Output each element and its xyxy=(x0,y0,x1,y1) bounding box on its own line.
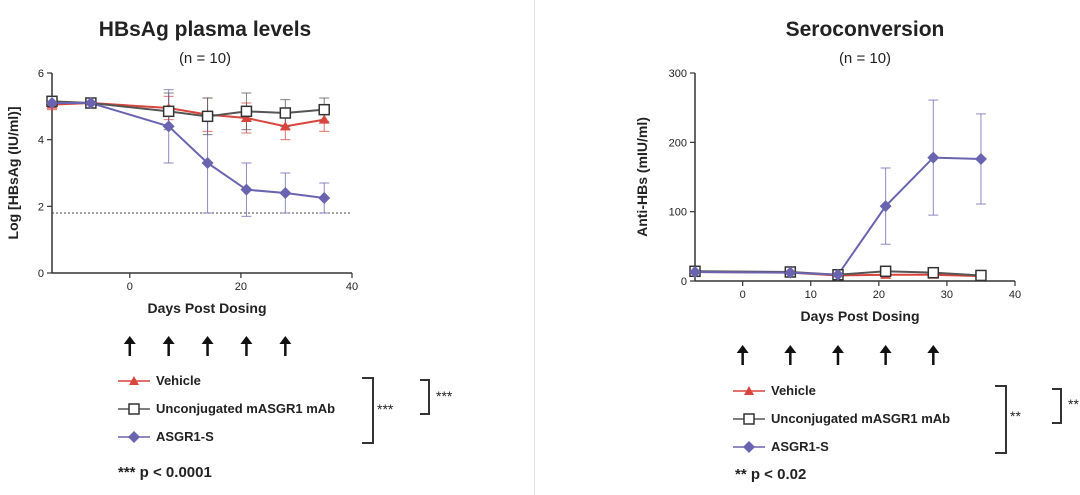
significance-inner: ** xyxy=(1068,396,1079,412)
square-marker-icon xyxy=(733,412,765,425)
legend-label: ASGR1-S xyxy=(771,439,829,454)
dosing-arrow-head-icon xyxy=(879,345,892,353)
data-point xyxy=(279,187,292,199)
data-point xyxy=(784,266,797,279)
dosing-arrow-head-icon xyxy=(831,345,844,353)
chart-title: HBsAg plasma levels xyxy=(98,18,312,41)
hbsag-panel: HBsAg plasma levels (n = 10) 0 2 4 6 0 20 40 Da… xyxy=(0,0,530,495)
series-line xyxy=(694,156,981,276)
x-tick-label: 20 xyxy=(873,289,885,301)
bracket-outer xyxy=(995,385,1007,454)
chart-title: Seroconversion xyxy=(785,18,945,41)
legend-item-vehicle: Vehicle xyxy=(118,373,201,388)
data-point xyxy=(46,97,58,109)
dosing-arrow-head-icon xyxy=(123,336,136,344)
data-point xyxy=(879,200,892,213)
chart-subtitle: (n = 10) xyxy=(838,50,892,67)
x-axis-label: Days Post Dosing xyxy=(147,300,266,316)
data-point xyxy=(240,183,253,196)
data-point xyxy=(162,120,175,133)
seroconversion-chart: 0 100 200 300 0 10 20 30 40 Days Post Dosing Anti-… xyxy=(634,68,1021,365)
data-point xyxy=(974,152,987,165)
y-axis-label: Anti-HBs (mIU/ml) xyxy=(634,117,650,237)
p-value-note: ** p < 0.02 xyxy=(735,466,807,483)
data-point xyxy=(318,192,331,204)
x-tick-label: 30 xyxy=(941,289,953,301)
data-point xyxy=(201,157,214,169)
legend-label: Unconjugated mASGR1 mAb xyxy=(156,401,336,416)
y-tick-label: 0 xyxy=(681,276,687,288)
significance-inner: *** xyxy=(436,388,453,404)
dosing-arrow-head-icon xyxy=(784,345,797,353)
data-point xyxy=(689,265,701,278)
y-tick-label: 6 xyxy=(38,68,44,80)
seroconversion-panel: Seroconversion (n = 10) 0 100 200 300 0 10 20 3… xyxy=(540,0,1080,495)
p-value-note: *** p < 0.0001 xyxy=(118,464,212,481)
data-point xyxy=(975,269,987,282)
hbsag-chart: 0 2 4 6 0 20 40 Days Post Dosing Log [HBsAg (IU/… xyxy=(5,68,358,356)
dosing-arrow-head-icon xyxy=(240,336,253,344)
x-tick-label: 40 xyxy=(1009,289,1021,301)
legend-item-unconjugated: Unconjugated mASGR1 mAb xyxy=(733,411,950,426)
legend-item-asgr1s: ASGR1-S xyxy=(733,439,829,454)
data-point xyxy=(201,110,214,123)
diamond-marker-icon xyxy=(733,440,765,453)
data-point xyxy=(927,266,940,279)
diamond-marker-icon xyxy=(118,430,150,443)
y-tick-label: 100 xyxy=(669,207,687,219)
x-axis-label: Days Post Dosing xyxy=(800,308,919,324)
bracket-inner xyxy=(1052,388,1062,424)
data-point xyxy=(879,265,892,278)
dosing-arrow-head-icon xyxy=(927,345,940,353)
y-tick-label: 300 xyxy=(669,68,687,80)
data-point xyxy=(831,268,844,281)
x-tick-label: 0 xyxy=(740,289,746,301)
x-tick-label: 20 xyxy=(235,281,247,293)
panel-divider xyxy=(534,0,535,495)
triangle-marker-icon xyxy=(733,385,765,395)
legend-label: Vehicle xyxy=(771,383,816,398)
data-point xyxy=(162,105,175,118)
x-tick-label: 0 xyxy=(127,281,133,293)
legend-item-asgr1s: ASGR1-S xyxy=(118,429,214,444)
significance-outer: *** xyxy=(377,401,394,417)
bracket-inner xyxy=(420,379,430,415)
data-point xyxy=(279,121,291,131)
y-tick-label: 4 xyxy=(38,135,44,147)
legend-label: Vehicle xyxy=(156,373,201,388)
legend-label: ASGR1-S xyxy=(156,429,214,444)
y-axis-label: Log [HBsAg (IU/ml)] xyxy=(5,107,21,240)
x-tick-label: 40 xyxy=(346,281,358,293)
y-tick-label: 2 xyxy=(38,201,44,213)
dosing-arrow-head-icon xyxy=(201,336,214,344)
data-point xyxy=(240,113,252,122)
chart-subtitle: (n = 10) xyxy=(178,50,232,67)
data-point xyxy=(279,107,292,119)
bracket-outer xyxy=(362,377,374,444)
y-tick-label: 0 xyxy=(38,268,44,280)
dosing-arrow-head-icon xyxy=(162,336,175,344)
data-point xyxy=(240,105,253,118)
legend-item-unconjugated: Unconjugated mASGR1 mAb xyxy=(118,401,335,416)
dosing-arrow-head-icon xyxy=(736,345,749,353)
dosing-arrow-head-icon xyxy=(279,336,292,344)
data-point xyxy=(318,114,330,124)
data-point xyxy=(84,97,97,109)
square-marker-icon xyxy=(118,402,150,415)
legend-item-vehicle: Vehicle xyxy=(733,383,816,398)
data-point xyxy=(927,151,940,164)
data-point xyxy=(318,103,330,116)
legend-label: Unconjugated mASGR1 mAb xyxy=(771,411,951,426)
significance-outer: ** xyxy=(1010,408,1021,424)
y-tick-label: 200 xyxy=(669,137,687,149)
x-tick-label: 10 xyxy=(805,289,817,301)
triangle-marker-icon xyxy=(118,375,150,385)
